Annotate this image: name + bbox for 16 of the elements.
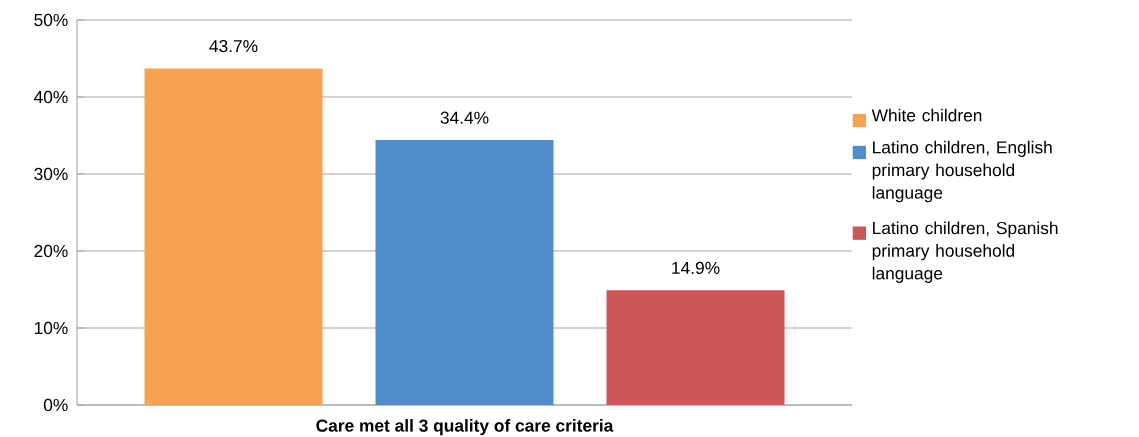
legend-label: Latino children, English primary household language: [872, 140, 1052, 203]
y-tick-label: 0%: [43, 398, 68, 412]
data-label: 34.4%: [440, 111, 489, 124]
bar: [375, 140, 554, 405]
bar: [606, 290, 785, 405]
data-label: 43.7%: [209, 39, 258, 53]
legend-label: Latino children, Spanish primary household language: [872, 221, 1058, 283]
x-tick-label: Care met all 3 quality of care criteria: [316, 419, 614, 436]
data-label: 14.9%: [672, 261, 720, 274]
y-tick-label: 30%: [34, 167, 68, 181]
y-tick-label: 40%: [34, 90, 68, 104]
legend-label: White children: [871, 108, 982, 122]
y-tick-label: 50%: [34, 13, 68, 27]
y-tick-label: 10%: [34, 321, 68, 335]
y-tick-label: 20%: [34, 244, 68, 258]
bar: [144, 68, 323, 405]
